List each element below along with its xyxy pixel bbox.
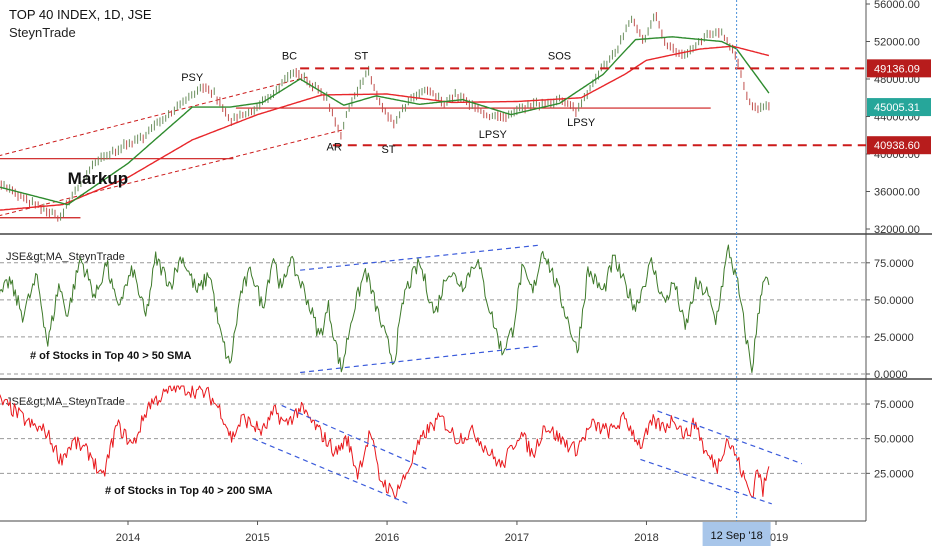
osc50-note: # of Stocks in Top 40 > 50 SMA [30, 350, 192, 362]
price-marker-label: 40938.60 [874, 140, 920, 152]
osc50-title: JSE&gt;MA_SteynTrade [6, 251, 125, 263]
channel-line [0, 76, 307, 157]
osc50-tick-label: 0.0000 [874, 369, 908, 381]
annotation-label: BC [282, 50, 297, 62]
last-price-marker [867, 98, 931, 117]
osc50-trend-line [300, 244, 542, 271]
annotation-label: AR [327, 141, 342, 153]
price-tick-label: 36000.00 [874, 187, 920, 199]
osc50-line [0, 244, 770, 373]
chart-author: SteynTrade [9, 25, 76, 40]
osc50-tick-label: 25.0000 [874, 332, 914, 344]
time-tick-label: 2015 [245, 532, 269, 544]
osc50-tick-label: 50.0000 [874, 295, 914, 307]
price-marker [867, 136, 931, 155]
osc200-tick-label: 50.0000 [874, 434, 914, 446]
osc200-trend-line [657, 410, 803, 465]
price-tick-label: 52000.00 [874, 37, 920, 49]
osc200-trend-line [253, 438, 409, 505]
time-tick-label: 2018 [634, 532, 658, 544]
annotation-label: PSY [181, 72, 204, 84]
time-tick-label: 2014 [116, 532, 140, 544]
osc200-note: # of Stocks in Top 40 > 200 SMA [105, 485, 273, 497]
price-tick-label: 32000.00 [874, 224, 920, 236]
sma200-line [0, 45, 770, 211]
osc200-tick-label: 25.0000 [874, 468, 914, 480]
time-tick-label: 2016 [375, 532, 399, 544]
time-tick-label: 2017 [505, 532, 529, 544]
annotation-label: LPSY [479, 129, 508, 141]
annotation-label: ST [354, 50, 368, 62]
osc50-tick-label: 75.0000 [874, 258, 914, 270]
osc200-title: JSE&gt;MA_SteynTrade [6, 396, 125, 408]
price-tick-label: 56000.00 [874, 0, 920, 11]
osc200-tick-label: 75.0000 [874, 399, 914, 411]
cursor-date-label: 12 Sep '18 [710, 530, 762, 542]
osc200-line [0, 385, 770, 500]
last-price-label: 45005.31 [874, 102, 920, 114]
osc50-trend-line [300, 345, 542, 374]
price-marker-label: 49136.09 [874, 63, 920, 75]
price-marker [867, 59, 931, 78]
annotation-label: SOS [548, 50, 571, 62]
channel-line [0, 129, 344, 217]
chart-title: TOP 40 INDEX, 1D, JSE [9, 7, 152, 22]
annotation-label: Markup [68, 169, 128, 188]
osc200-trend-line [640, 458, 772, 505]
osc200-trend-line [281, 404, 431, 472]
sma50-line [0, 36, 770, 206]
cursor-date-box [702, 522, 771, 546]
annotation-label: LPSY [567, 117, 596, 129]
annotation-label: ST [381, 144, 395, 156]
price-bars [0, 12, 770, 222]
